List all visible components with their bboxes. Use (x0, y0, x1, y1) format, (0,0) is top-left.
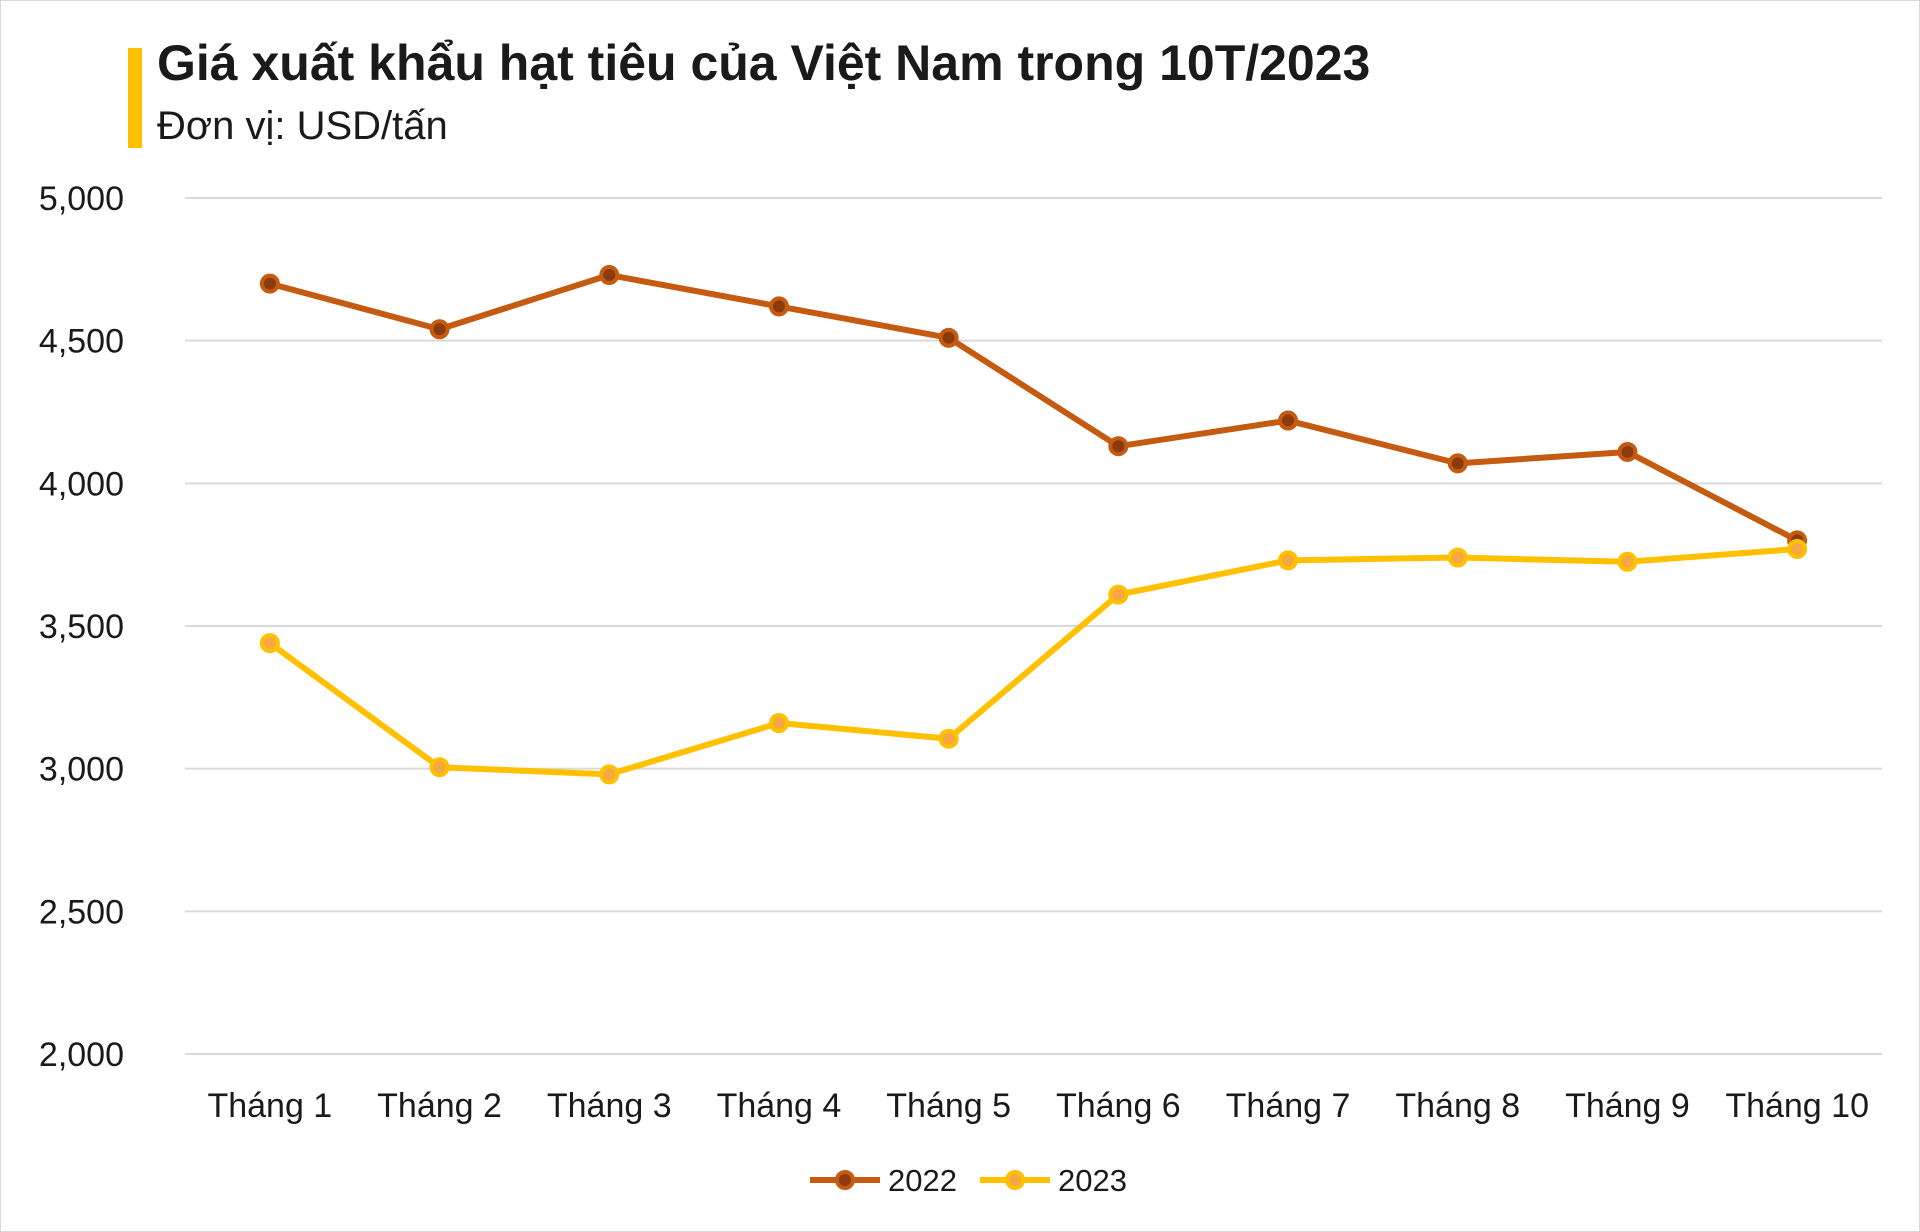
y-tick-label: 2,000 (39, 1036, 124, 1074)
legend-label-2023: 2023 (1058, 1163, 1127, 1198)
data-point-2023 (1617, 551, 1638, 572)
legend-marker-2022 (835, 1170, 855, 1190)
x-tick-label: Tháng 5 (886, 1087, 1011, 1125)
data-point-2023 (1787, 538, 1808, 559)
data-point-2023 (1278, 550, 1299, 571)
x-tick-label: Tháng 1 (207, 1087, 332, 1125)
title-accent-bar (128, 48, 142, 148)
data-point-2022 (259, 273, 280, 294)
legend-marker-2023 (1005, 1170, 1025, 1190)
legend-label-2022: 2022 (888, 1163, 957, 1198)
x-tick-label: Tháng 6 (1056, 1087, 1181, 1125)
y-tick-label: 3,000 (39, 751, 124, 789)
x-tick-label: Tháng 3 (547, 1087, 672, 1125)
y-tick-label: 2,500 (39, 893, 124, 931)
data-point-2023 (599, 764, 620, 785)
data-point-2022 (768, 296, 789, 317)
x-tick-label: Tháng 4 (717, 1087, 842, 1125)
x-tick-label: Tháng 10 (1725, 1087, 1869, 1125)
y-tick-label: 5,000 (39, 180, 124, 218)
x-tick-label: Tháng 7 (1226, 1087, 1351, 1125)
y-tick-label: 4,500 (39, 323, 124, 361)
data-point-2023 (429, 757, 450, 778)
data-point-2023 (938, 728, 959, 749)
y-tick-label: 3,500 (39, 608, 124, 646)
data-point-2022 (1278, 410, 1299, 431)
data-point-2023 (1108, 584, 1129, 605)
data-point-2022 (1447, 453, 1468, 474)
x-tick-label: Tháng 8 (1395, 1087, 1520, 1125)
data-point-2023 (259, 633, 280, 654)
data-point-2023 (768, 713, 789, 734)
data-point-2022 (429, 319, 450, 340)
x-tick-label: Tháng 9 (1565, 1087, 1690, 1125)
x-tick-label: Tháng 2 (377, 1087, 502, 1125)
data-point-2023 (1447, 547, 1468, 568)
chart-subtitle: Đơn vị: USD/tấn (157, 104, 448, 148)
data-point-2022 (938, 327, 959, 348)
y-tick-label: 4,000 (39, 465, 124, 503)
data-point-2022 (599, 265, 620, 286)
data-point-2022 (1108, 436, 1129, 457)
data-point-2022 (1617, 441, 1638, 462)
series-line-2022 (266, 272, 1801, 544)
series-line-2023 (266, 545, 1801, 778)
chart-title: Giá xuất khẩu hạt tiêu của Việt Nam tron… (157, 35, 1371, 91)
